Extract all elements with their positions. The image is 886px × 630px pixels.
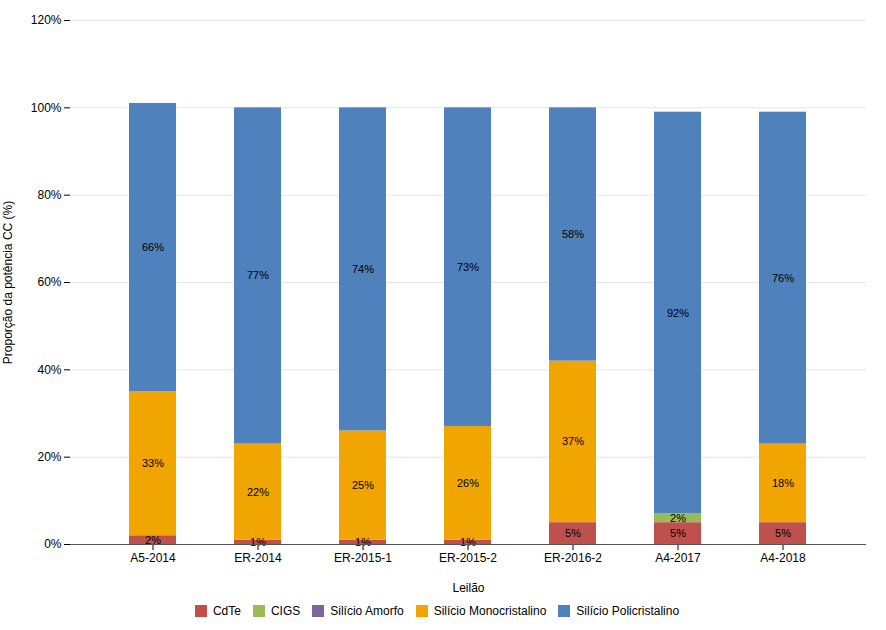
svg-text:A4-2017: A4-2017 <box>655 551 701 565</box>
svg-text:120%: 120% <box>31 13 62 27</box>
svg-text:33%: 33% <box>142 457 164 469</box>
html-text:Silício Policristalino: Silício Policristalino <box>576 603 680 618</box>
svg-text:ER-2015-1: ER-2015-1 <box>334 551 392 565</box>
svg-text:1%: 1% <box>460 536 476 548</box>
svg-text:66%: 66% <box>142 241 164 253</box>
svg-text:20%: 20% <box>37 450 61 464</box>
svg-text:18%: 18% <box>772 477 794 489</box>
svg-text:40%: 40% <box>37 363 61 377</box>
svg-text:60%: 60% <box>37 275 61 289</box>
svg-text:2%: 2% <box>145 534 161 546</box>
svg-text:37%: 37% <box>562 435 584 447</box>
svg-text:22%: 22% <box>247 486 269 498</box>
svg-text:58%: 58% <box>562 228 584 240</box>
svg-text:0%: 0% <box>44 537 62 551</box>
svg-text:ER-2014: ER-2014 <box>234 551 282 565</box>
svg-text:1%: 1% <box>250 536 266 548</box>
svg-text:ER-2015-2: ER-2015-2 <box>439 551 497 565</box>
svg-text:92%: 92% <box>667 307 689 319</box>
html-text:Silício Monocristalino: Silício Monocristalino <box>433 603 547 618</box>
svg-text:100%: 100% <box>31 101 62 115</box>
svg-text:Proporção da potência CC (%): Proporção da potência CC (%) <box>1 201 15 364</box>
svg-text:74%: 74% <box>352 263 374 275</box>
svg-text:80%: 80% <box>37 188 61 202</box>
svg-text:Leilão: Leilão <box>452 581 484 595</box>
svg-text:2%: 2% <box>670 512 686 524</box>
svg-text:5%: 5% <box>775 527 791 539</box>
html-text:Silício Amorfo: Silício Amorfo <box>330 603 404 618</box>
svg-text:77%: 77% <box>247 269 269 281</box>
svg-text:A4-2018: A4-2018 <box>760 551 806 565</box>
html-text:CdTe: CdTe <box>212 603 241 618</box>
svg-text:76%: 76% <box>772 272 794 284</box>
svg-text:5%: 5% <box>565 527 581 539</box>
svg-text:25%: 25% <box>352 479 374 491</box>
svg-text:73%: 73% <box>457 261 479 273</box>
svg-text:5%: 5% <box>670 527 686 539</box>
svg-text:ER-2016-2: ER-2016-2 <box>544 551 602 565</box>
svg-text:1%: 1% <box>355 536 371 548</box>
html-text:CIGS: CIGS <box>270 603 301 618</box>
svg-text:26%: 26% <box>457 477 479 489</box>
svg-text:A5-2014: A5-2014 <box>130 551 176 565</box>
